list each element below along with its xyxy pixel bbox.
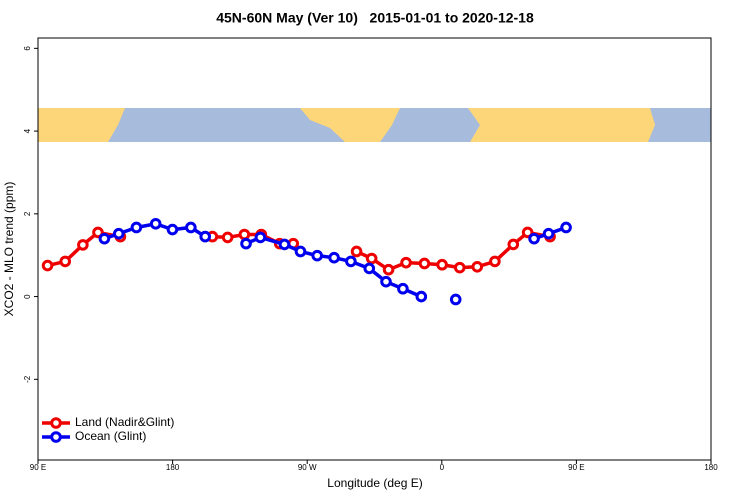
legend-marker bbox=[50, 417, 62, 429]
series bbox=[98, 217, 572, 306]
data-point bbox=[59, 255, 72, 268]
data-point bbox=[221, 231, 234, 244]
y-tick-label: 0 bbox=[23, 294, 32, 299]
data-point bbox=[185, 221, 197, 234]
data-point bbox=[238, 228, 251, 241]
data-point bbox=[471, 260, 484, 273]
data-point bbox=[415, 290, 428, 303]
plot-frame bbox=[37, 37, 712, 461]
map-land bbox=[468, 108, 655, 142]
data-point bbox=[542, 227, 555, 240]
data-point bbox=[418, 257, 431, 270]
y-axis-label: XCO2 - MLO trend (ppm) bbox=[2, 182, 16, 317]
map-land bbox=[300, 108, 400, 142]
data-point bbox=[365, 252, 378, 265]
y-tick-label: -2 bbox=[23, 375, 32, 383]
y-tick-label: 6 bbox=[23, 46, 32, 51]
data-point bbox=[528, 232, 540, 245]
x-tick-label: 180 bbox=[704, 463, 718, 472]
chart-title: 45N-60N May (Ver 10) 2015-01-01 to 2020-… bbox=[216, 10, 534, 26]
map-land bbox=[100, 108, 125, 142]
data-point bbox=[436, 258, 448, 271]
x-tick-label: 90 E bbox=[30, 463, 46, 472]
map-land bbox=[38, 108, 108, 142]
data-point bbox=[278, 238, 291, 251]
data-point bbox=[382, 263, 395, 276]
data-point bbox=[397, 282, 409, 295]
x-tick-label: 180 bbox=[166, 463, 180, 472]
x-axis-label: Longitude (deg E) bbox=[327, 476, 422, 490]
map-band bbox=[38, 108, 711, 142]
data-point bbox=[254, 231, 267, 244]
data-point bbox=[130, 221, 143, 234]
data-point bbox=[112, 227, 125, 240]
legend-label: Land (Nadir&Glint) bbox=[75, 415, 174, 429]
data-point bbox=[77, 239, 89, 251]
data-point bbox=[521, 226, 534, 239]
data-point bbox=[345, 255, 357, 268]
data-point bbox=[294, 245, 307, 258]
data-point bbox=[328, 251, 340, 264]
data-point bbox=[92, 226, 104, 239]
data-point bbox=[489, 255, 501, 268]
data-point bbox=[240, 237, 252, 250]
x-tick-label: 0 bbox=[440, 463, 445, 472]
data-point bbox=[363, 262, 376, 275]
data-point bbox=[166, 223, 179, 236]
data-point bbox=[507, 238, 520, 251]
data-point bbox=[560, 221, 572, 234]
legend-label: Ocean (Glint) bbox=[75, 429, 146, 443]
data-point bbox=[311, 249, 324, 262]
data-point bbox=[449, 293, 462, 306]
legend-marker bbox=[50, 431, 62, 443]
x-tick-label: 90 E bbox=[568, 463, 584, 472]
x-tick-label: 90 W bbox=[298, 463, 317, 472]
y-tick-label: 2 bbox=[23, 211, 32, 216]
data-point bbox=[149, 217, 162, 230]
data-point bbox=[400, 256, 412, 269]
data-point bbox=[380, 275, 392, 288]
data-point bbox=[41, 259, 54, 272]
data-point bbox=[350, 245, 363, 258]
data-point bbox=[453, 261, 466, 274]
data-point bbox=[199, 230, 212, 243]
data-point bbox=[98, 232, 111, 245]
y-tick-label: 4 bbox=[23, 128, 32, 133]
